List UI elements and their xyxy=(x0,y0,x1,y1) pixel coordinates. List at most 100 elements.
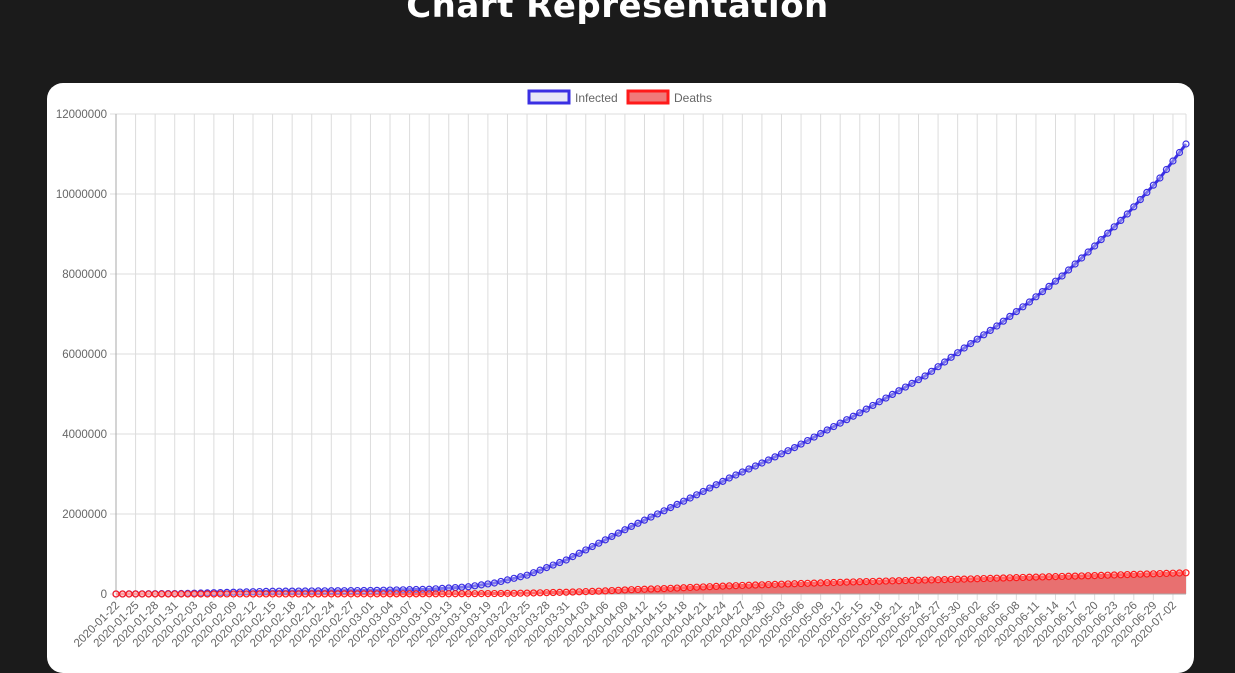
data-point-deaths[interactable] xyxy=(190,590,198,598)
data-point-infected[interactable] xyxy=(797,440,805,448)
data-point-deaths[interactable] xyxy=(1064,572,1073,580)
data-point-deaths[interactable] xyxy=(823,579,831,587)
data-point-deaths[interactable] xyxy=(458,590,466,598)
data-point-infected[interactable] xyxy=(732,471,740,479)
data-point-infected[interactable] xyxy=(1045,282,1053,290)
data-point-deaths[interactable] xyxy=(777,580,786,588)
data-point-infected[interactable] xyxy=(771,453,779,461)
data-point-infected[interactable] xyxy=(967,340,975,348)
data-point-infected[interactable] xyxy=(934,363,942,371)
data-point-deaths[interactable] xyxy=(171,590,179,598)
data-point-deaths[interactable] xyxy=(1175,569,1184,577)
data-point-deaths[interactable] xyxy=(438,590,446,598)
data-point-deaths[interactable] xyxy=(934,576,942,584)
data-point-deaths[interactable] xyxy=(1032,573,1040,581)
data-point-deaths[interactable] xyxy=(856,578,864,586)
data-point-infected[interactable] xyxy=(464,583,472,591)
data-point-infected[interactable] xyxy=(803,436,812,445)
data-point-deaths[interactable] xyxy=(412,590,420,598)
data-point-infected[interactable] xyxy=(601,536,609,544)
data-point-deaths[interactable] xyxy=(810,579,818,587)
data-point-deaths[interactable] xyxy=(229,590,238,598)
data-point-deaths[interactable] xyxy=(797,579,805,588)
data-point-deaths[interactable] xyxy=(145,590,153,598)
data-point-infected[interactable] xyxy=(1117,216,1125,224)
data-point-deaths[interactable] xyxy=(184,590,192,598)
data-point-deaths[interactable] xyxy=(1006,574,1014,582)
data-point-deaths[interactable] xyxy=(849,578,857,586)
data-point-deaths[interactable] xyxy=(242,590,251,598)
data-point-infected[interactable] xyxy=(529,569,538,577)
data-point-deaths[interactable] xyxy=(706,583,714,591)
data-point-deaths[interactable] xyxy=(1078,572,1086,580)
data-point-infected[interactable] xyxy=(1064,266,1073,274)
data-point-infected[interactable] xyxy=(608,532,616,541)
data-point-deaths[interactable] xyxy=(210,590,218,598)
data-point-deaths[interactable] xyxy=(908,576,916,584)
data-point-infected[interactable] xyxy=(738,468,746,476)
data-point-deaths[interactable] xyxy=(471,590,479,598)
data-point-deaths[interactable] xyxy=(464,590,472,598)
data-point-deaths[interactable] xyxy=(914,576,923,584)
data-point-deaths[interactable] xyxy=(288,590,296,598)
data-point-infected[interactable] xyxy=(980,331,988,339)
data-point-deaths[interactable] xyxy=(497,589,505,598)
data-point-deaths[interactable] xyxy=(627,586,636,594)
data-point-deaths[interactable] xyxy=(419,590,427,598)
data-point-deaths[interactable] xyxy=(999,574,1007,582)
data-point-deaths[interactable] xyxy=(784,580,792,588)
data-point-deaths[interactable] xyxy=(660,585,668,593)
legend-swatch-deaths[interactable] xyxy=(626,89,670,105)
data-point-infected[interactable] xyxy=(484,580,492,588)
data-point-infected[interactable] xyxy=(830,422,838,431)
data-point-infected[interactable] xyxy=(817,429,825,438)
data-point-infected[interactable] xyxy=(503,576,512,584)
data-point-infected[interactable] xyxy=(666,504,675,512)
data-point-deaths[interactable] xyxy=(608,586,616,595)
data-point-deaths[interactable] xyxy=(295,590,303,598)
data-point-deaths[interactable] xyxy=(1058,572,1066,581)
data-point-infected[interactable] xyxy=(686,494,694,502)
data-point-deaths[interactable] xyxy=(738,581,746,590)
data-point-deaths[interactable] xyxy=(112,590,120,598)
data-point-deaths[interactable] xyxy=(1136,570,1144,578)
data-point-infected[interactable] xyxy=(1078,254,1086,262)
data-point-infected[interactable] xyxy=(1175,148,1184,157)
data-point-deaths[interactable] xyxy=(484,590,492,598)
data-point-deaths[interactable] xyxy=(118,590,127,598)
data-point-infected[interactable] xyxy=(1032,293,1040,301)
data-point-infected[interactable] xyxy=(1019,303,1027,311)
data-point-deaths[interactable] xyxy=(771,580,779,588)
data-point-deaths[interactable] xyxy=(980,574,988,583)
data-point-infected[interactable] xyxy=(954,349,962,357)
data-point-infected[interactable] xyxy=(1071,260,1079,268)
data-point-deaths[interactable] xyxy=(268,590,277,598)
data-point-deaths[interactable] xyxy=(595,587,603,595)
data-point-deaths[interactable] xyxy=(817,579,825,587)
data-point-deaths[interactable] xyxy=(719,582,727,590)
data-point-infected[interactable] xyxy=(823,426,831,434)
data-point-infected[interactable] xyxy=(986,326,994,334)
data-point-infected[interactable] xyxy=(914,376,923,384)
data-point-deaths[interactable] xyxy=(582,588,590,596)
data-point-deaths[interactable] xyxy=(725,582,733,590)
data-point-deaths[interactable] xyxy=(927,576,936,584)
data-point-deaths[interactable] xyxy=(1071,572,1079,580)
data-point-deaths[interactable] xyxy=(164,590,172,598)
data-point-deaths[interactable] xyxy=(1019,573,1027,582)
data-point-infected[interactable] xyxy=(706,484,714,492)
data-point-infected[interactable] xyxy=(790,444,799,452)
data-point-deaths[interactable] xyxy=(647,585,655,593)
data-point-deaths[interactable] xyxy=(503,589,512,597)
data-point-infected[interactable] xyxy=(1162,165,1171,174)
data-point-deaths[interactable] xyxy=(373,590,381,598)
data-point-deaths[interactable] xyxy=(399,590,407,598)
data-point-deaths[interactable] xyxy=(203,590,211,598)
data-point-deaths[interactable] xyxy=(327,590,335,598)
data-point-deaths[interactable] xyxy=(379,590,388,598)
data-point-deaths[interactable] xyxy=(536,589,544,597)
data-point-infected[interactable] xyxy=(784,447,792,455)
data-point-deaths[interactable] xyxy=(406,590,414,598)
data-point-infected[interactable] xyxy=(647,513,655,521)
data-point-deaths[interactable] xyxy=(549,588,557,597)
